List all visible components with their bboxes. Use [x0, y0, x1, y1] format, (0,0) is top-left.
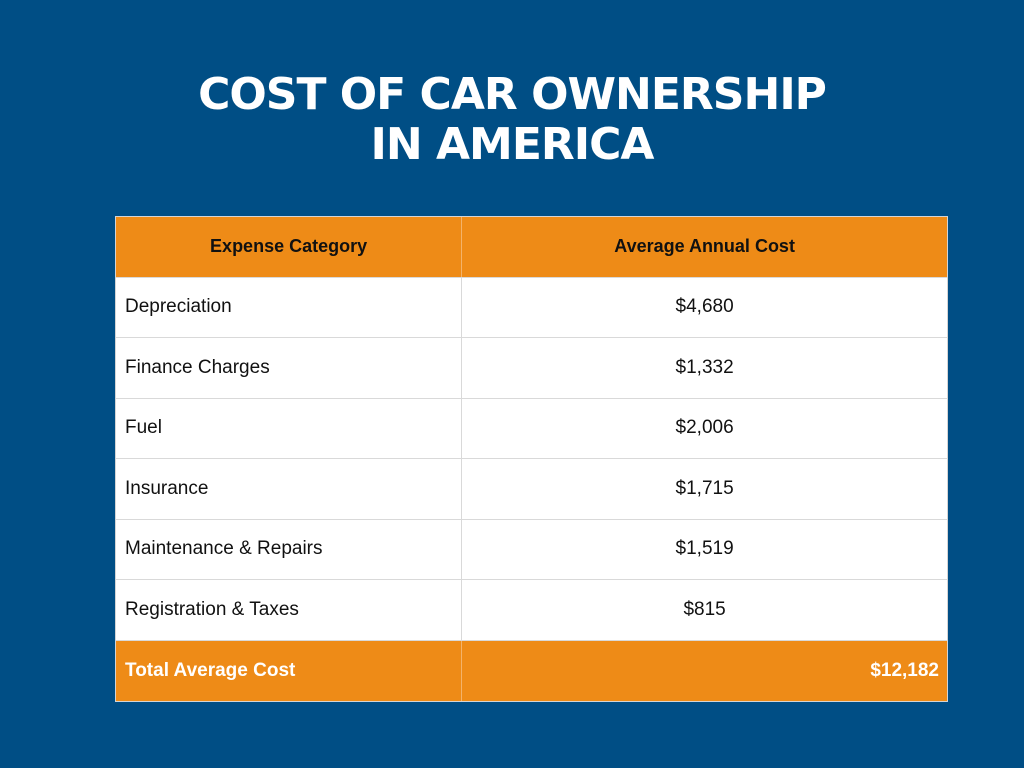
- table-header-row: Expense Category Average Annual Cost: [116, 217, 947, 278]
- cost-cell: $815: [683, 598, 726, 620]
- total-label-cell: Total Average Cost: [116, 640, 463, 701]
- category-cell: Maintenance & Repairs: [116, 519, 463, 579]
- cost-table: Expense Category Average Annual Cost Dep…: [115, 216, 948, 702]
- column-header-category: Expense Category: [116, 217, 463, 277]
- table-row: Maintenance & Repairs $1,519: [116, 519, 947, 580]
- table-row: Insurance $1,715: [116, 459, 947, 520]
- category-cell: Registration & Taxes: [116, 580, 463, 640]
- category-cell: Fuel: [116, 398, 463, 458]
- category-cell: Depreciation: [116, 277, 463, 337]
- cost-cell: $4,680: [675, 296, 734, 318]
- table-total-row: Total Average Cost $12,182: [116, 640, 947, 701]
- table-row: Finance Charges $1,332: [116, 338, 947, 399]
- cost-cell: $1,519: [675, 538, 734, 560]
- cost-cell: $1,715: [675, 477, 734, 499]
- cost-cell: $1,332: [675, 356, 734, 378]
- table-row: Registration & Taxes $815: [116, 580, 947, 641]
- category-cell: Finance Charges: [116, 338, 463, 398]
- column-header-cost: Average Annual Cost: [614, 236, 795, 257]
- category-cell: Insurance: [116, 459, 463, 519]
- total-cost-cell: $12,182: [870, 659, 939, 681]
- page-title: COST OF CAR OWNERSHIP IN AMERICA: [0, 70, 1024, 170]
- table-row: Fuel $2,006: [116, 398, 947, 459]
- title-line-2: IN AMERICA: [370, 119, 654, 170]
- table-row: Depreciation $4,680: [116, 277, 947, 338]
- title-line-1: COST OF CAR OWNERSHIP: [198, 69, 827, 120]
- cost-cell: $2,006: [675, 417, 734, 439]
